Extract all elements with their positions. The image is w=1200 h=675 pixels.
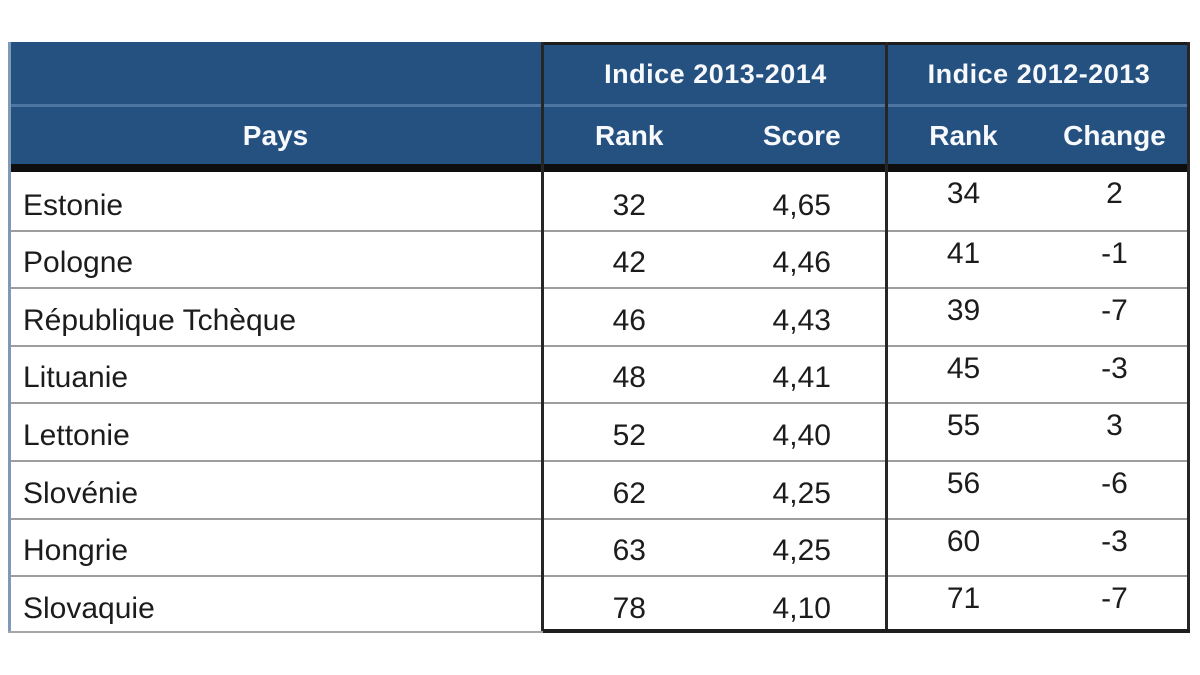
header-bottom-rule [8,164,1190,172]
score-cell: 4,40 [715,402,888,460]
pays-cell: Lettonie [8,402,543,460]
pays-cell: Lituanie [8,344,543,403]
header-spacer [8,42,543,107]
rank2-cell: 45 [888,344,1039,403]
table-left-border [8,42,11,633]
score-cell: 4,25 [715,517,888,576]
group1-left-border [541,42,544,633]
change-cell: -7 [1039,575,1190,633]
header-group-2013-2014: Indice 2013-2014 [543,42,888,107]
header-group-2012-2013: Indice 2012-2013 [888,42,1190,107]
pays-cell: Slovénie [8,459,543,518]
column-header-change: Change [1039,107,1190,164]
table-right-border [1187,42,1190,633]
pays-cell: République Tchèque [8,287,543,345]
change-cell: 3 [1039,402,1190,460]
table-bottom-border-right [543,628,1190,633]
column-header-rank-2013: Rank [543,107,716,164]
column-header-rank-2012: Rank [888,107,1039,164]
change-cell: -1 [1039,229,1190,288]
pays-cell: Estonie [8,172,543,230]
pays-cell: Pologne [8,229,543,288]
change-cell: -7 [1039,287,1190,345]
rank1-cell: 32 [543,172,716,230]
rank1-cell: 42 [543,229,716,288]
rank1-cell: 78 [543,575,716,633]
change-cell: -6 [1039,459,1190,518]
change-cell: -3 [1039,344,1190,403]
rank2-cell: 71 [888,575,1039,633]
rank1-cell: 48 [543,344,716,403]
score-cell: 4,41 [715,344,888,403]
rank2-cell: 34 [888,172,1039,230]
score-cell: 4,43 [715,287,888,345]
score-cell: 4,10 [715,575,888,633]
column-header-score: Score [715,107,888,164]
score-cell: 4,25 [715,459,888,518]
table-bottom-border-left [8,630,543,633]
change-cell: -3 [1039,517,1190,576]
group2-left-border [885,42,888,633]
rank1-cell: 52 [543,402,716,460]
rank2-cell: 41 [888,229,1039,288]
change-cell: 2 [1039,172,1190,230]
rank1-cell: 62 [543,459,716,518]
column-header-pays: Pays [8,107,543,164]
rank2-cell: 60 [888,517,1039,576]
score-cell: 4,46 [715,229,888,288]
rank2-cell: 39 [888,287,1039,345]
pays-cell: Slovaquie [8,575,543,633]
rankings-table: Indice 2013-2014 Indice 2012-2013 Pays R… [8,42,1190,633]
rank1-cell: 46 [543,287,716,345]
rank2-cell: 56 [888,459,1039,518]
rank2-cell: 55 [888,402,1039,460]
score-cell: 4,65 [715,172,888,230]
pays-cell: Hongrie [8,517,543,576]
rank1-cell: 63 [543,517,716,576]
